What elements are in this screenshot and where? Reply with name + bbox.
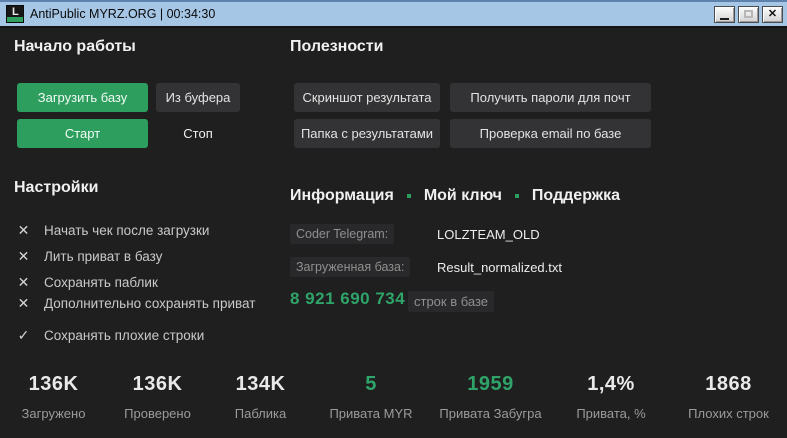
app-logo-icon: L bbox=[6, 5, 24, 23]
close-icon: ✕ bbox=[767, 7, 778, 20]
loaded-base-label: Загруженная база: bbox=[290, 257, 411, 277]
stat-label: Паблика bbox=[234, 406, 287, 421]
option-save-bad-lines[interactable]: ✓ Сохранять плохие строки bbox=[16, 326, 205, 344]
start-button[interactable]: Старт bbox=[17, 119, 148, 148]
checkbox-unchecked-icon: ✕ bbox=[17, 221, 30, 238]
minimize-button[interactable] bbox=[714, 5, 735, 23]
get-mail-passwords-button[interactable]: Получить пароли для почт bbox=[450, 83, 651, 112]
stat-value: 136K bbox=[132, 373, 183, 395]
tab-separator-dot-icon bbox=[406, 194, 411, 198]
stat-checked: 136K Проверено bbox=[107, 373, 208, 421]
option-pour-privat-to-db[interactable]: ✕ Лить приват в базу bbox=[16, 247, 163, 265]
stat-privat-percent: 1,4% Привата, % bbox=[552, 373, 670, 421]
option-label: Сохранять паблик bbox=[44, 274, 158, 290]
stop-button[interactable]: Стоп bbox=[183, 126, 213, 141]
checkbox-unchecked-icon: ✕ bbox=[17, 273, 30, 290]
stat-value: 1959 bbox=[467, 373, 514, 395]
results-folder-button[interactable]: Папка с результатами bbox=[294, 119, 440, 148]
load-database-button[interactable]: Загрузить базу bbox=[17, 83, 148, 112]
db-rows-suffix: строк в базе bbox=[408, 291, 495, 312]
stat-label: Загружено bbox=[21, 406, 86, 421]
db-rows-count: 8 921 690 734 bbox=[290, 289, 406, 308]
stat-privat-abroad: 1959 Привата Забугра bbox=[429, 373, 552, 421]
stat-public: 134K Паблика bbox=[208, 373, 313, 421]
coder-telegram-label: Coder Telegram: bbox=[290, 224, 395, 244]
section-title-settings: Настройки bbox=[14, 179, 99, 196]
stat-label: Привата Забугра bbox=[439, 406, 542, 421]
tab-separator-dot-icon bbox=[514, 194, 519, 198]
from-clipboard-button[interactable]: Из буфера bbox=[156, 83, 240, 112]
section-title-start: Начало работы bbox=[14, 38, 136, 55]
stat-value: 1868 bbox=[705, 373, 752, 395]
stat-loaded: 136K Загружено bbox=[0, 373, 107, 421]
checkbox-unchecked-icon: ✕ bbox=[17, 247, 30, 264]
tab-support[interactable]: Поддержка bbox=[531, 187, 621, 204]
maximize-icon bbox=[744, 10, 753, 18]
maximize-button[interactable] bbox=[738, 5, 759, 23]
window-controls: ✕ bbox=[714, 5, 783, 23]
tab-my-key[interactable]: Мой ключ bbox=[423, 187, 502, 204]
stat-value: 134K bbox=[235, 373, 286, 395]
stat-label: Привата, % bbox=[576, 406, 646, 421]
window-title: AntiPublic MYRZ.ORG | 00:34:30 bbox=[30, 7, 216, 21]
titlebar[interactable]: L AntiPublic MYRZ.ORG | 00:34:30 ✕ bbox=[0, 0, 787, 28]
option-label: Лить приват в базу bbox=[44, 248, 163, 264]
checkbox-unchecked-icon: ✕ bbox=[17, 294, 30, 311]
stat-label: Проверено bbox=[124, 406, 191, 421]
checkbox-checked-icon: ✓ bbox=[17, 326, 30, 343]
option-label: Дополнительно сохранять приват bbox=[44, 295, 256, 311]
tab-information[interactable]: Информация bbox=[290, 187, 394, 204]
check-email-in-db-button[interactable]: Проверка email по базе bbox=[450, 119, 651, 148]
app-logo-letter: L bbox=[12, 6, 19, 18]
stat-value: 136K bbox=[28, 373, 79, 395]
loaded-base-value: Result_normalized.txt bbox=[437, 260, 562, 275]
stat-value: 5 bbox=[365, 373, 377, 395]
minimize-icon bbox=[720, 17, 729, 20]
info-tabs: Информация Мой ключ Поддержка bbox=[290, 187, 620, 205]
stat-value: 1,4% bbox=[587, 373, 635, 395]
stat-bad-lines: 1868 Плохих строк bbox=[670, 373, 787, 421]
screenshot-result-button[interactable]: Скриншот результата bbox=[294, 83, 440, 112]
stat-privat-myr: 5 Привата MYR bbox=[313, 373, 429, 421]
stats-bar: 136K Загружено 136K Проверено 134K Пабли… bbox=[0, 373, 787, 421]
close-button[interactable]: ✕ bbox=[762, 5, 783, 23]
stat-label: Привата MYR bbox=[329, 406, 413, 421]
stat-label: Плохих строк bbox=[688, 406, 769, 421]
option-check-after-load[interactable]: ✕ Начать чек после загрузки bbox=[16, 221, 210, 239]
option-save-public[interactable]: ✕ Сохранять паблик bbox=[16, 273, 158, 291]
option-label: Сохранять плохие строки bbox=[44, 327, 205, 343]
coder-telegram-value: LOLZTEAM_OLD bbox=[437, 227, 540, 242]
option-label: Начать чек после загрузки bbox=[44, 222, 210, 238]
section-title-utilities: Полезности bbox=[290, 38, 384, 55]
option-additionally-save-privat[interactable]: ✕ Дополнительно сохранять приват bbox=[16, 294, 256, 312]
